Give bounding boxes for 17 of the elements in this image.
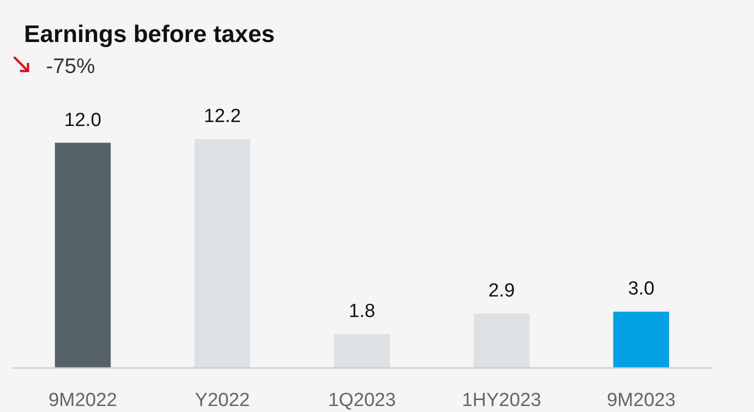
data-label: 3.0 (628, 278, 654, 300)
x-tick-label: 9M2023 (606, 390, 676, 411)
data-label: 12.0 (64, 110, 102, 131)
x-tick-label: 1HY2023 (462, 390, 542, 411)
data-label: 1.8 (348, 301, 376, 322)
bar (54, 142, 111, 368)
bar (334, 334, 390, 368)
x-tick-label: Y2022 (194, 390, 250, 411)
bar (613, 312, 670, 368)
x-tick-label: 9M2022 (48, 390, 118, 411)
data-label: 2.9 (488, 280, 515, 302)
chart-subtitle: -75% (46, 55, 96, 78)
data-label: 12.2 (204, 106, 241, 127)
bar (474, 314, 530, 368)
x-tick-label: 1Q2023 (328, 390, 396, 411)
bar (194, 139, 250, 368)
chart-title: Earnings before taxes (24, 21, 275, 48)
